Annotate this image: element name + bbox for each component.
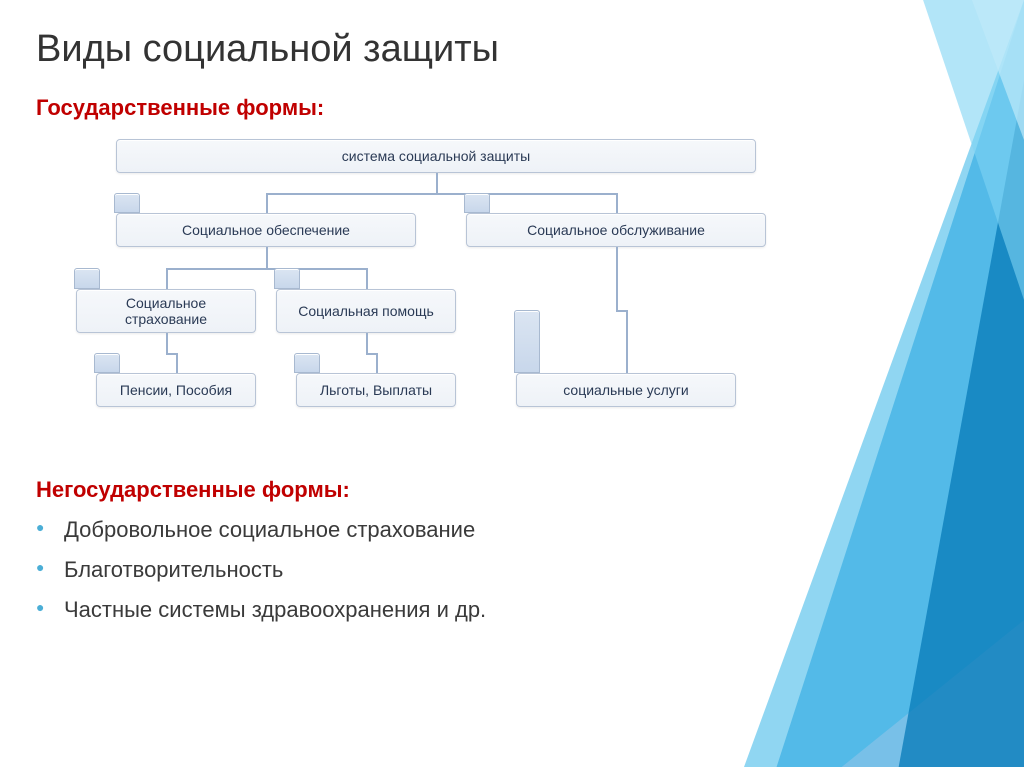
node-help: Социальная помощь: [276, 289, 456, 333]
connector: [626, 310, 628, 373]
dropcap-benefit: [294, 353, 320, 373]
connector: [166, 268, 168, 289]
state-forms-heading: Государственные формы:: [36, 95, 864, 121]
bullet-item: Добровольное социальное страхование: [36, 517, 864, 543]
bullet-item: Частные системы здравоохранения и др.: [36, 597, 864, 623]
dropcap-help: [274, 268, 300, 289]
state-forms-label: Государственные формы:: [36, 95, 324, 120]
dropcap-left1: [114, 193, 140, 213]
connector: [616, 247, 618, 310]
connector: [166, 268, 366, 270]
nonstate-bullet-list: Добровольное социальное страхование Благо…: [36, 517, 864, 623]
connector: [616, 310, 626, 312]
node-service: социальные услуги: [516, 373, 736, 407]
node-right1: Социальное обслуживание: [466, 213, 766, 247]
connector: [266, 247, 268, 268]
node-pension: Пенсии, Пособия: [96, 373, 256, 407]
bullet-item: Благотворительность: [36, 557, 864, 583]
connector: [166, 353, 176, 355]
slide-title: Виды социальной защиты: [36, 28, 864, 71]
connector: [266, 193, 268, 213]
nonstate-forms-heading: Негосударственные формы:: [36, 477, 864, 503]
dropcap-ins: [74, 268, 100, 289]
org-chart: система социальной защиты Социальное обес…: [36, 139, 816, 449]
node-root: система социальной защиты: [116, 139, 756, 173]
connector: [266, 193, 616, 195]
slide: Виды социальной защиты Государственные ф…: [0, 0, 1024, 767]
connector: [376, 353, 378, 373]
connector: [176, 353, 178, 373]
nonstate-forms-label: Негосударственные формы:: [36, 477, 350, 502]
dropcap-service: [514, 310, 540, 373]
dropcap-right1: [464, 193, 490, 213]
connector: [366, 333, 368, 353]
node-left1: Социальное обеспечение: [116, 213, 416, 247]
connector: [616, 193, 618, 213]
dropcap-pension: [94, 353, 120, 373]
content-area: Виды социальной защиты Государственные ф…: [36, 28, 864, 637]
connector: [366, 353, 376, 355]
node-ins: Социальное страхование: [76, 289, 256, 333]
connector: [366, 268, 368, 289]
connector: [436, 173, 438, 193]
connector: [166, 333, 168, 353]
node-benefit: Льготы, Выплаты: [296, 373, 456, 407]
